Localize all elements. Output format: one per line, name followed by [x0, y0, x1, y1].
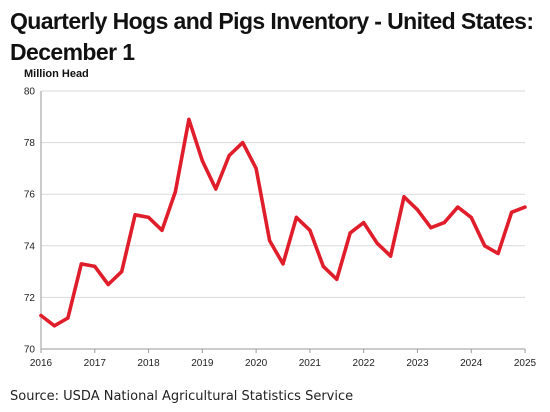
data-point — [442, 221, 446, 225]
data-point — [214, 187, 218, 191]
chart-title: Quarterly Hogs and Pigs Inventory - Unit… — [10, 8, 534, 65]
data-point — [93, 264, 97, 268]
data-point — [120, 270, 124, 274]
data-point — [348, 231, 352, 235]
data-point — [227, 153, 231, 158]
x-tick-label: 2022 — [353, 358, 376, 369]
x-tick-label: 2019 — [191, 358, 214, 369]
data-point — [66, 316, 70, 320]
data-point — [241, 141, 245, 145]
x-tick-label: 2016 — [30, 358, 53, 369]
axis-layer — [40, 91, 526, 353]
data-point — [321, 264, 325, 268]
data-point — [200, 159, 204, 163]
data-point — [106, 282, 110, 287]
data-point — [510, 210, 514, 214]
data-point — [415, 208, 419, 212]
data-point — [281, 262, 285, 266]
data-point — [335, 277, 339, 281]
y-tick-label: 76 — [24, 190, 36, 201]
data-point — [160, 228, 164, 232]
data-point — [294, 215, 298, 219]
data-point — [469, 215, 473, 219]
data-point — [79, 262, 83, 266]
data-point — [362, 221, 366, 225]
data-point — [254, 166, 258, 170]
y-axis-label: Million Head — [24, 68, 89, 80]
tick-labels: 70 72 74 76 78 80 2016 2017 2018 2019 2020 2021 2022… — [24, 87, 537, 370]
data-point — [456, 205, 460, 209]
x-tick-label: 2018 — [137, 358, 160, 369]
y-tick-label: 70 — [24, 345, 36, 356]
y-tick-label: 80 — [24, 87, 36, 98]
data-point — [52, 324, 57, 328]
data-point — [402, 195, 406, 199]
x-tick-label: 2023 — [406, 358, 429, 369]
x-tick-label: 2020 — [245, 358, 268, 369]
data-point — [429, 226, 433, 230]
data-point — [483, 244, 487, 248]
y-tick-label: 74 — [24, 241, 36, 252]
data-point — [173, 190, 177, 194]
x-tick-label: 2017 — [84, 358, 107, 369]
series-line — [39, 117, 527, 328]
data-point — [39, 313, 43, 318]
y-tick-label: 78 — [24, 138, 36, 149]
data-point — [308, 228, 312, 232]
data-point — [147, 215, 151, 219]
x-tick-label: 2024 — [460, 358, 483, 369]
data-point — [133, 213, 137, 217]
x-tick-label: 2021 — [299, 358, 322, 369]
grid-layer — [41, 90, 525, 350]
y-tick-label: 72 — [24, 293, 36, 304]
source-note: Source: USDA National Agricultural Stati… — [10, 389, 354, 404]
data-point — [268, 239, 272, 243]
data-point — [523, 205, 527, 209]
data-point — [389, 254, 393, 258]
data-point — [496, 251, 500, 256]
x-tick-label: 2025 — [514, 358, 537, 369]
data-point — [375, 241, 379, 245]
series-layer — [39, 117, 527, 328]
data-point — [187, 117, 191, 121]
